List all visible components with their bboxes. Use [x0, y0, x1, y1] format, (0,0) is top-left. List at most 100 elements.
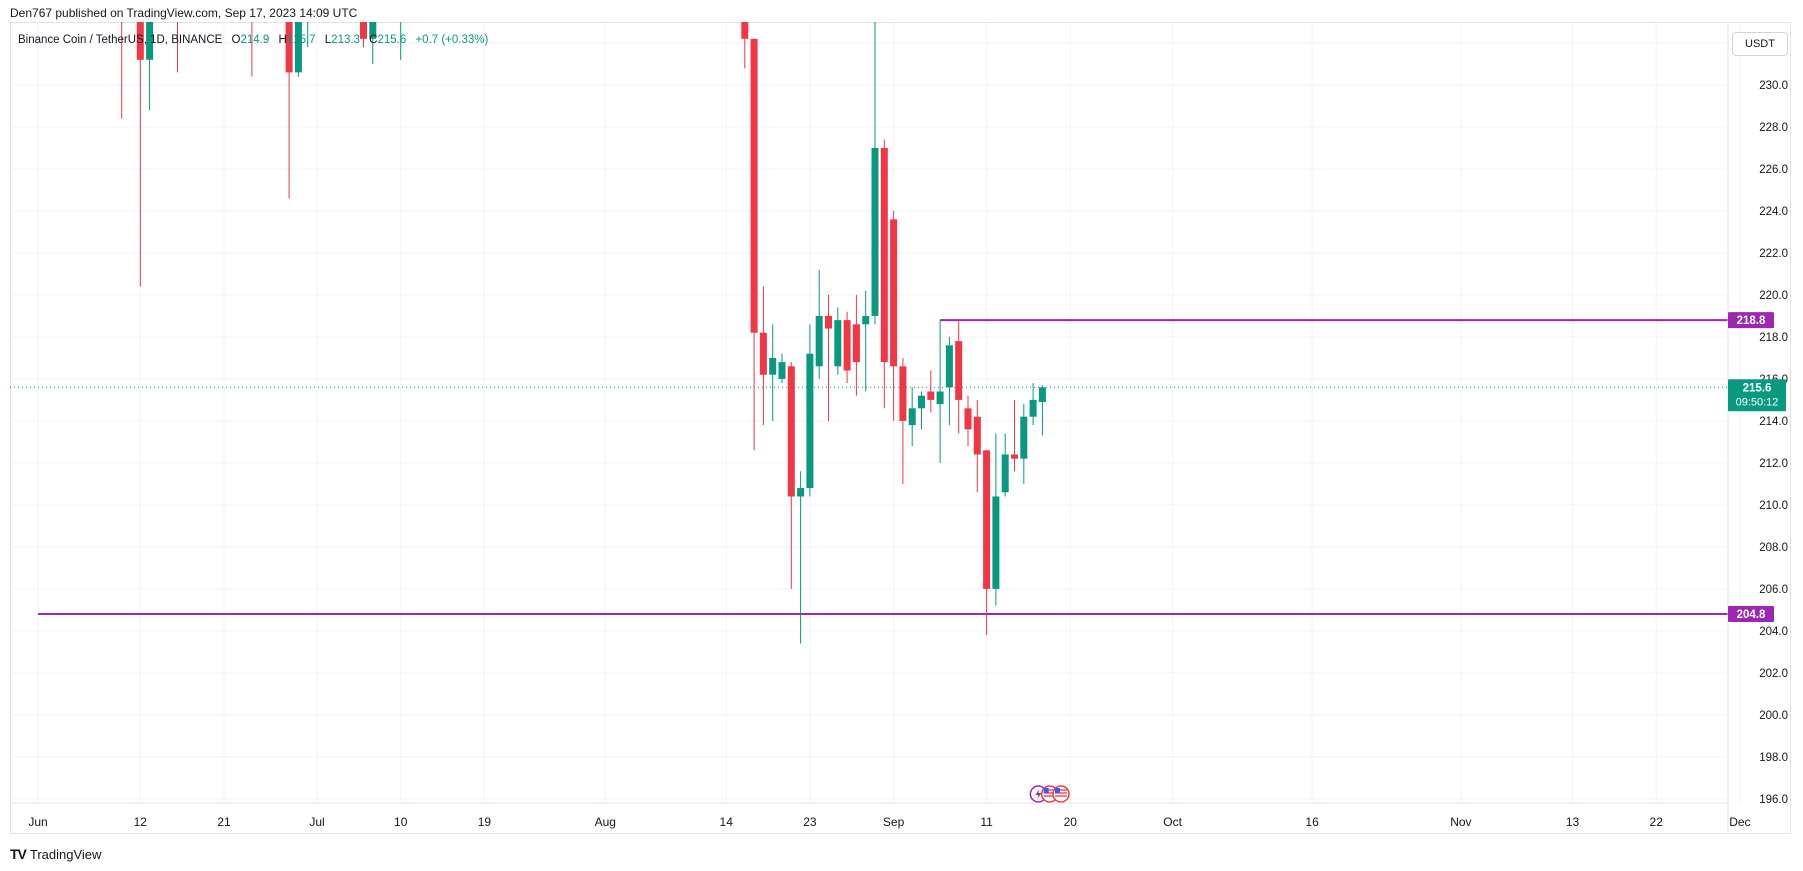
time-tick-label: 12 — [134, 815, 148, 829]
candle — [251, 22, 253, 77]
price-tick-label: 204.0 — [1759, 626, 1788, 638]
candle — [797, 471, 805, 644]
candle — [815, 269, 823, 379]
time-tick-label: 16 — [1305, 815, 1319, 829]
candle — [890, 210, 898, 421]
price-tags: 218.8 204.8 215.6 09:50:12 — [1728, 312, 1786, 623]
candle-body — [778, 362, 786, 379]
candle-countdown: 09:50:12 — [1736, 396, 1779, 408]
time-tick-label: 10 — [394, 815, 408, 829]
flag-canton — [1043, 788, 1049, 793]
flag-canton — [1055, 788, 1060, 793]
candle — [955, 320, 963, 434]
candle — [862, 290, 870, 392]
candle-body — [992, 496, 1000, 589]
high-label: H — [278, 34, 287, 46]
close-value: 215.6 — [377, 34, 407, 46]
candle-body — [294, 22, 302, 73]
candle — [871, 22, 879, 325]
time-tick-label: 21 — [217, 815, 231, 829]
price-tick-label: 220.0 — [1759, 290, 1788, 302]
candle — [825, 294, 832, 421]
candle-body — [973, 416, 981, 455]
candle — [136, 22, 144, 287]
price-tick-label: 224.0 — [1759, 206, 1788, 218]
candle-body — [890, 219, 898, 367]
time-tick-label: 14 — [720, 815, 734, 829]
candle — [1020, 404, 1028, 484]
candle-body — [397, 0, 404, 14]
candle-body — [899, 366, 907, 421]
time-tick-label: Dec — [1729, 815, 1750, 829]
candle — [834, 307, 842, 375]
candle-body — [369, 22, 377, 39]
candle-body — [797, 488, 805, 497]
change-value: +0.7 (+0.33%) — [415, 34, 489, 46]
tradingview-brand: TradingView — [29, 846, 102, 862]
close-label: C — [369, 34, 378, 46]
open-label: O — [231, 34, 241, 46]
candle-body — [918, 395, 925, 409]
candle-body — [1038, 387, 1046, 403]
candle-body — [983, 450, 991, 589]
candle — [285, 22, 293, 199]
candle-body — [741, 22, 749, 39]
candle-body — [806, 353, 814, 489]
price-tick-label: 202.0 — [1759, 668, 1788, 680]
time-tick-label: Jun — [28, 815, 47, 829]
price-tick-label: 230.0 — [1759, 80, 1788, 92]
resistance-price-tag: 218.8 — [1737, 315, 1766, 327]
support-price-tag-bg — [1728, 606, 1774, 623]
candle-body — [787, 366, 795, 497]
time-tick-label: Nov — [1450, 815, 1471, 829]
last-price-tag-bg — [1728, 379, 1786, 412]
candle — [397, 0, 404, 60]
candle — [1001, 433, 1009, 497]
price-tick-label: 200.0 — [1759, 710, 1788, 722]
price-tick-label: 210.0 — [1759, 500, 1788, 512]
candle — [899, 357, 907, 484]
candle-body — [825, 315, 832, 329]
candle-body — [945, 345, 953, 388]
footer-brand[interactable]: TV TradingView — [10, 846, 101, 862]
time-tick-label: 23 — [803, 815, 817, 829]
chart-frame — [10, 22, 1791, 834]
candle-body — [862, 315, 870, 325]
price-tick-label: 222.0 — [1759, 248, 1788, 260]
candle — [369, 22, 377, 64]
open-value: 214.9 — [240, 34, 270, 46]
time-tick-label: Sep — [883, 815, 905, 829]
price-tick-label: 206.0 — [1759, 584, 1788, 596]
time-tick-label: 19 — [478, 815, 492, 829]
candle — [1011, 399, 1018, 472]
candle-body — [1029, 399, 1037, 417]
price-tick-label: 228.0 — [1759, 122, 1788, 134]
price-tick-label: 214.0 — [1759, 416, 1788, 428]
grid-lines — [10, 22, 1741, 803]
last-price-tag: 215.6 — [1743, 382, 1772, 394]
candle — [918, 391, 925, 430]
time-tick-label: 13 — [1566, 815, 1580, 829]
symbol-legend: Binance Coin / TetherUS, 1D, BINANCE O21… — [18, 34, 488, 46]
price-tick-label: 226.0 — [1759, 164, 1788, 176]
time-tick-label: 20 — [1064, 815, 1078, 829]
candles — [121, 0, 1046, 644]
candle — [908, 387, 916, 447]
symbol-name[interactable]: Binance Coin / TetherUS, 1D, BINANCE — [18, 34, 223, 46]
price-tick-label: 212.0 — [1759, 458, 1788, 470]
high-value: 215.7 — [286, 34, 316, 46]
price-tick-label: 196.0 — [1759, 794, 1788, 806]
candle — [787, 362, 795, 589]
candle-body — [1001, 454, 1009, 493]
horizontal-levels — [10, 319, 1728, 616]
time-tick-label: Jul — [309, 815, 324, 829]
currency-button[interactable]: USDT — [1732, 32, 1788, 56]
candle — [880, 139, 888, 409]
candle-body — [955, 341, 963, 400]
time-tick-label: 22 — [1650, 815, 1664, 829]
candle-body — [843, 320, 851, 371]
candle — [983, 450, 991, 636]
price-tick-label: 218.0 — [1759, 332, 1788, 344]
candle — [778, 353, 786, 384]
